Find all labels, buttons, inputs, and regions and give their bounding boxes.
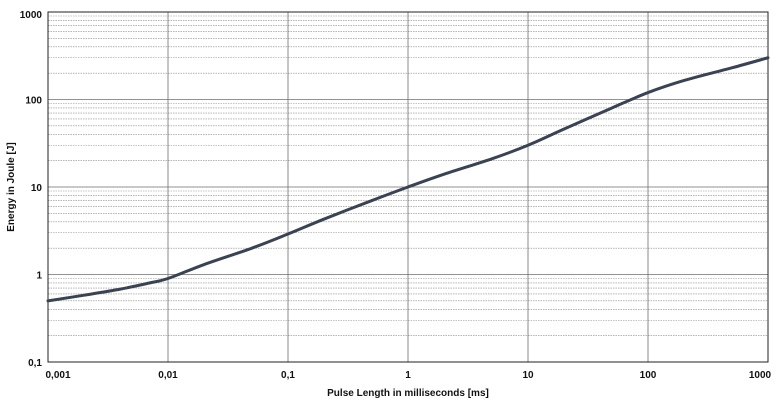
x-tick-label: 0,001 [45, 370, 70, 381]
x-tick-label: 0,1 [281, 370, 295, 381]
y-tick-label: 100 [25, 96, 42, 107]
y-tick-label: 10 [31, 183, 43, 194]
y-tick-label: 0,1 [28, 358, 42, 369]
x-tick-label: 10 [522, 370, 534, 381]
y-tick-labels: 0,1 1 10 100 1000 [20, 10, 43, 369]
y-tick-label: 1000 [20, 10, 43, 21]
y-tick-label: 1 [36, 271, 42, 282]
y-axis-label: Energy in Joule [J] [6, 142, 17, 231]
x-tick-label: 1000 [749, 370, 772, 381]
x-tick-label: 0,01 [158, 370, 178, 381]
x-tick-labels: 0,001 0,01 0,1 1 10 100 1000 [45, 370, 771, 381]
x-tick-label: 1 [405, 370, 411, 381]
x-tick-label: 100 [640, 370, 657, 381]
plot-frame [47, 11, 769, 363]
series-line [46, 56, 770, 303]
x-axis-label: Pulse Length in milliseconds [ms] [327, 388, 489, 399]
